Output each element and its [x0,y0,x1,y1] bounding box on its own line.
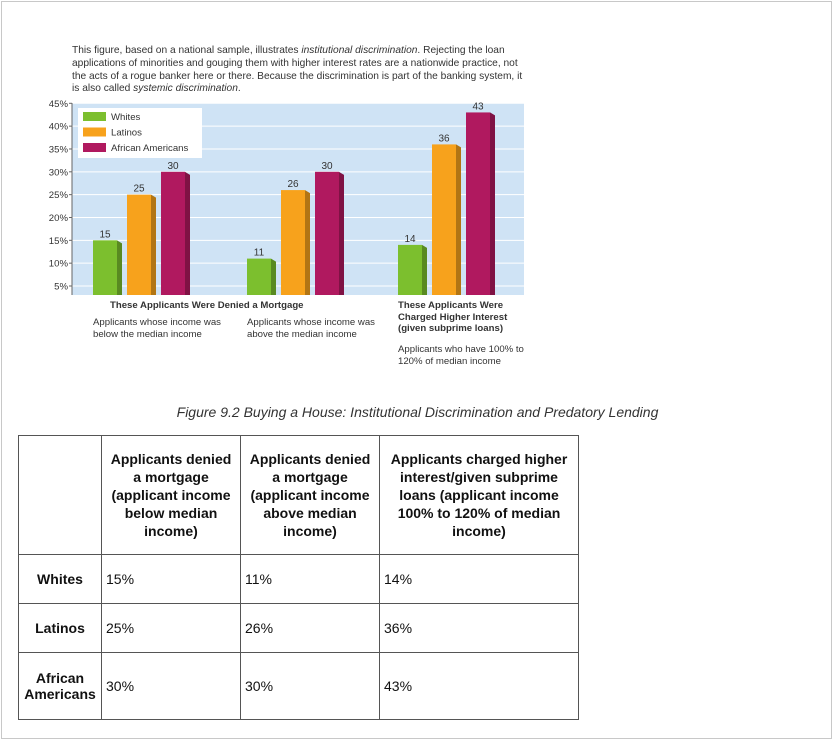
bar-side [271,258,276,295]
figure-description-text: This figure, based on a national sample,… [72,45,523,95]
table-row-label: African Americans [18,652,102,720]
data-label: 11 [254,248,265,259]
denied-title: These Applicants Were Denied a Mortgage [110,300,304,311]
y-tick-label: 5% [54,282,68,293]
legend-swatch [83,127,106,137]
legend-swatch [83,112,106,121]
table-header-cell: Applicants charged higher interest/given… [379,435,579,555]
bar-chart: 5%10%15%20%25%30%35%40%45% 1525301126301… [49,99,524,295]
bar-side [305,190,310,295]
group-label-above-median: Applicants whose income was above the me… [247,317,379,340]
group-label-subprime-range: Applicants who have 100% to 120% of medi… [398,344,528,367]
y-tick-label: 40% [49,122,69,133]
data-label: 36 [438,133,450,144]
group-label-charged-title: These Applicants Were Charged Higher Int… [398,300,528,335]
y-tick-label: 20% [49,213,69,224]
data-label: 30 [321,161,333,172]
group-label-below-median: Applicants whose income was below the me… [93,317,225,340]
data-label: 26 [287,179,299,190]
figure-description: This figure, based on a national sample,… [72,45,530,96]
table-cell: 30% [101,652,241,720]
table-row: Latinos 25% 26% 36% [18,603,579,653]
table-cell: 26% [240,603,380,653]
bar-side [456,144,461,295]
bar-african-americans [315,171,339,295]
table-cell: 36% [379,603,579,653]
y-tick-label: 45% [49,99,69,110]
below-median-text: Applicants whose income was below the me… [93,317,221,340]
data-label: 43 [472,101,484,112]
y-axis: 5% 10% 15% 20% 25% 30% 35% 40% 45% [49,99,73,295]
bar-side [117,240,122,295]
bar-latinos [432,144,456,295]
bar-side [422,244,427,295]
y-tick-label: 10% [49,259,69,270]
above-median-text: Applicants whose income was above the me… [247,317,375,340]
table-header-row: Applicants denied a mortgage (applicant … [18,435,579,555]
table-header-cell: Applicants denied a mortgage (applicant … [240,435,380,555]
legend-label: African Americans [111,143,189,154]
charged-title: These Applicants Were Charged Higher Int… [398,300,508,334]
y-tick-label: 15% [49,236,69,247]
bar-latinos [281,190,305,295]
bar-side [490,112,495,295]
table-header-corner [18,435,102,555]
legend-label: Latinos [111,128,142,139]
group-label-denied-title: These Applicants Were Denied a Mortgage [110,300,350,312]
table-cell: 43% [379,652,579,720]
data-label: 15 [99,229,111,240]
table-cell: 14% [379,554,579,604]
bar-side [339,171,344,295]
bar-side [185,171,190,295]
bar-african-americans [161,171,185,295]
table-cell: 30% [240,652,380,720]
y-tick-label: 35% [49,144,69,155]
data-table: Applicants denied a mortgage (applicant … [18,435,579,720]
table-cell: 15% [101,554,241,604]
legend-label: Whites [111,112,141,123]
figure-caption: Figure 9.2 Buying a House: Institutional… [176,404,659,420]
table-row: African Americans 30% 30% 43% [18,652,579,720]
y-tick-label: 30% [49,167,69,178]
bar-side [151,194,156,295]
table-row-label: Latinos [18,603,102,653]
table-row-label: Whites [18,554,102,604]
legend-swatch [83,143,106,152]
bar-whites [93,240,117,295]
table-cell: 25% [101,603,241,653]
table-row: Whites 15% 11% 14% [18,554,579,604]
subprime-range-text: Applicants who have 100% to 120% of medi… [398,344,524,367]
bar-whites [398,244,422,295]
table-cell: 11% [240,554,380,604]
legend: Whites Latinos African Americans [78,108,202,158]
y-tick-label: 25% [49,190,69,201]
bars: 15 25 30 11 26 30 14 36 43 [93,101,495,295]
bar-latinos [127,194,151,295]
bar-whites [247,258,271,295]
table-header-cell: Applicants denied a mortgage (applicant … [101,435,241,555]
bar-african-americans [466,112,490,295]
data-label: 30 [167,161,179,172]
data-label: 14 [404,234,416,245]
data-label: 25 [133,184,145,195]
